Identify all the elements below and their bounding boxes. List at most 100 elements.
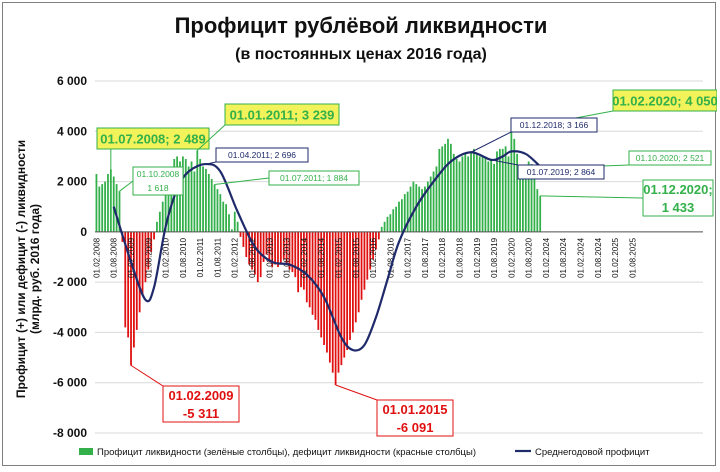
annotation-leader bbox=[119, 180, 134, 192]
bar bbox=[219, 194, 222, 232]
annotation-box bbox=[510, 117, 598, 133]
x-tick-label: 01.02.2013 bbox=[265, 237, 274, 278]
bar bbox=[317, 231, 320, 330]
x-tick-label: 01.08.2010 bbox=[179, 237, 188, 278]
bar bbox=[513, 138, 516, 232]
bar bbox=[452, 153, 455, 232]
bar bbox=[432, 171, 435, 232]
annotation-box bbox=[162, 385, 240, 423]
x-tick-label: 01.08.2008 bbox=[110, 237, 119, 278]
bar bbox=[124, 231, 127, 328]
annotation-leader bbox=[335, 384, 378, 401]
x-tick-label: 01.08.2020 bbox=[525, 237, 534, 278]
annotation-feb2009: 01.02.2009 -5 311 bbox=[130, 364, 240, 423]
bar bbox=[519, 166, 521, 232]
y-tick-label: -2 000 bbox=[53, 275, 87, 289]
x-tick-label: 01.08.2011 bbox=[213, 237, 222, 277]
bar bbox=[438, 148, 441, 232]
bar bbox=[251, 231, 253, 270]
bar bbox=[481, 156, 484, 232]
y-tick-label: -6 000 bbox=[53, 376, 87, 390]
bar bbox=[504, 146, 507, 232]
bar bbox=[360, 231, 363, 300]
bar bbox=[421, 189, 423, 232]
bar bbox=[107, 174, 109, 232]
bar bbox=[294, 231, 297, 278]
bar bbox=[216, 189, 219, 232]
bar bbox=[288, 231, 291, 270]
y-tick-label: -8 000 bbox=[53, 426, 87, 440]
bar bbox=[254, 231, 256, 275]
bar bbox=[112, 176, 115, 232]
bar bbox=[305, 231, 308, 303]
chart-title: Профицит рублёвой ликвидности bbox=[175, 13, 548, 38]
annotation-text: 01.02.2020; 4 050 bbox=[612, 94, 717, 109]
x-tick-label: 01.02.2015 bbox=[334, 237, 343, 278]
annotation-apr2011: 01.04.2011; 2 696 bbox=[205, 147, 309, 165]
bar bbox=[158, 211, 161, 232]
annotation-box bbox=[268, 170, 360, 186]
bar bbox=[501, 148, 504, 232]
bar bbox=[138, 231, 141, 313]
x-tick-label: 01.02.2009 bbox=[127, 237, 136, 278]
bar bbox=[490, 159, 493, 232]
annotation-text: 01.10.2008 bbox=[137, 169, 180, 179]
bar bbox=[444, 143, 446, 232]
x-tick-label: 01.02.2010 bbox=[162, 237, 171, 278]
bar bbox=[98, 186, 101, 232]
bar bbox=[265, 231, 268, 255]
bar bbox=[141, 231, 144, 295]
bar bbox=[478, 156, 481, 232]
x-tick-label: 01.02.2014 bbox=[300, 237, 309, 278]
bar bbox=[256, 231, 259, 283]
annotation-oct2008: 01.10.2008 1 618 bbox=[119, 166, 184, 196]
bar bbox=[222, 201, 225, 232]
x-tick-label: 01.02.2008 bbox=[92, 237, 101, 278]
bar bbox=[127, 231, 130, 338]
bar bbox=[271, 231, 274, 268]
annotation-dec2018: 01.12.2018; 3 166 bbox=[470, 117, 598, 153]
y-ticks: 6 000 4 000 2 000 0 -2 000 -4 000 -6 000 -8 000 bbox=[53, 74, 87, 440]
bar bbox=[179, 161, 181, 232]
annotation-oct2020: 01.10.2020; 2 521 bbox=[534, 150, 712, 169]
bar bbox=[202, 166, 204, 232]
annotation-box bbox=[642, 179, 714, 217]
bar bbox=[475, 153, 478, 232]
bar bbox=[484, 156, 487, 232]
bar bbox=[187, 166, 190, 232]
x-tick-label: 01.08.2012 bbox=[248, 237, 257, 278]
annotation-text: 01.02.2009 bbox=[168, 388, 233, 403]
bar bbox=[156, 221, 158, 232]
x-tick-label: 01.08.2009 bbox=[144, 237, 153, 278]
y-axis-label: Профицит (+) или дефицит (-) ликвидности… bbox=[14, 140, 42, 398]
bar bbox=[363, 231, 366, 290]
annotation-text: 01.07.2008; 2 489 bbox=[100, 132, 206, 147]
bar bbox=[426, 181, 429, 232]
bar bbox=[449, 143, 452, 232]
chart-frame: Профицит рублёвой ликвидности (в постоян… bbox=[2, 2, 718, 466]
annotation-text: 01.01.2015 bbox=[382, 402, 447, 417]
bar bbox=[95, 174, 98, 232]
bar bbox=[248, 231, 251, 265]
bar bbox=[210, 179, 213, 232]
annotations: 01.07.2008; 2 489 01.01.2011; 3 239 01.02.… bbox=[96, 89, 718, 437]
bar bbox=[340, 231, 343, 366]
annotation-box bbox=[96, 127, 210, 150]
bar bbox=[372, 231, 374, 260]
bar bbox=[279, 231, 282, 265]
bar bbox=[323, 231, 325, 345]
bar bbox=[150, 231, 153, 252]
bar bbox=[524, 169, 527, 232]
x-tick-label: 01.02.2016 bbox=[369, 237, 378, 278]
annotation-text: 01.12.2020; bbox=[643, 182, 712, 197]
annotation-box bbox=[628, 150, 712, 166]
bar bbox=[539, 195, 542, 232]
bar bbox=[161, 201, 164, 232]
bar bbox=[424, 186, 426, 232]
x-tick-label: 01.02.2017 bbox=[404, 237, 413, 278]
y-tick-label: -4 000 bbox=[53, 325, 87, 339]
annotation-text: 01.07.2019; 2 864 bbox=[527, 167, 596, 177]
bar bbox=[406, 191, 409, 232]
bar bbox=[493, 163, 495, 232]
x-tick-label: 01.02.2012 bbox=[231, 237, 240, 278]
